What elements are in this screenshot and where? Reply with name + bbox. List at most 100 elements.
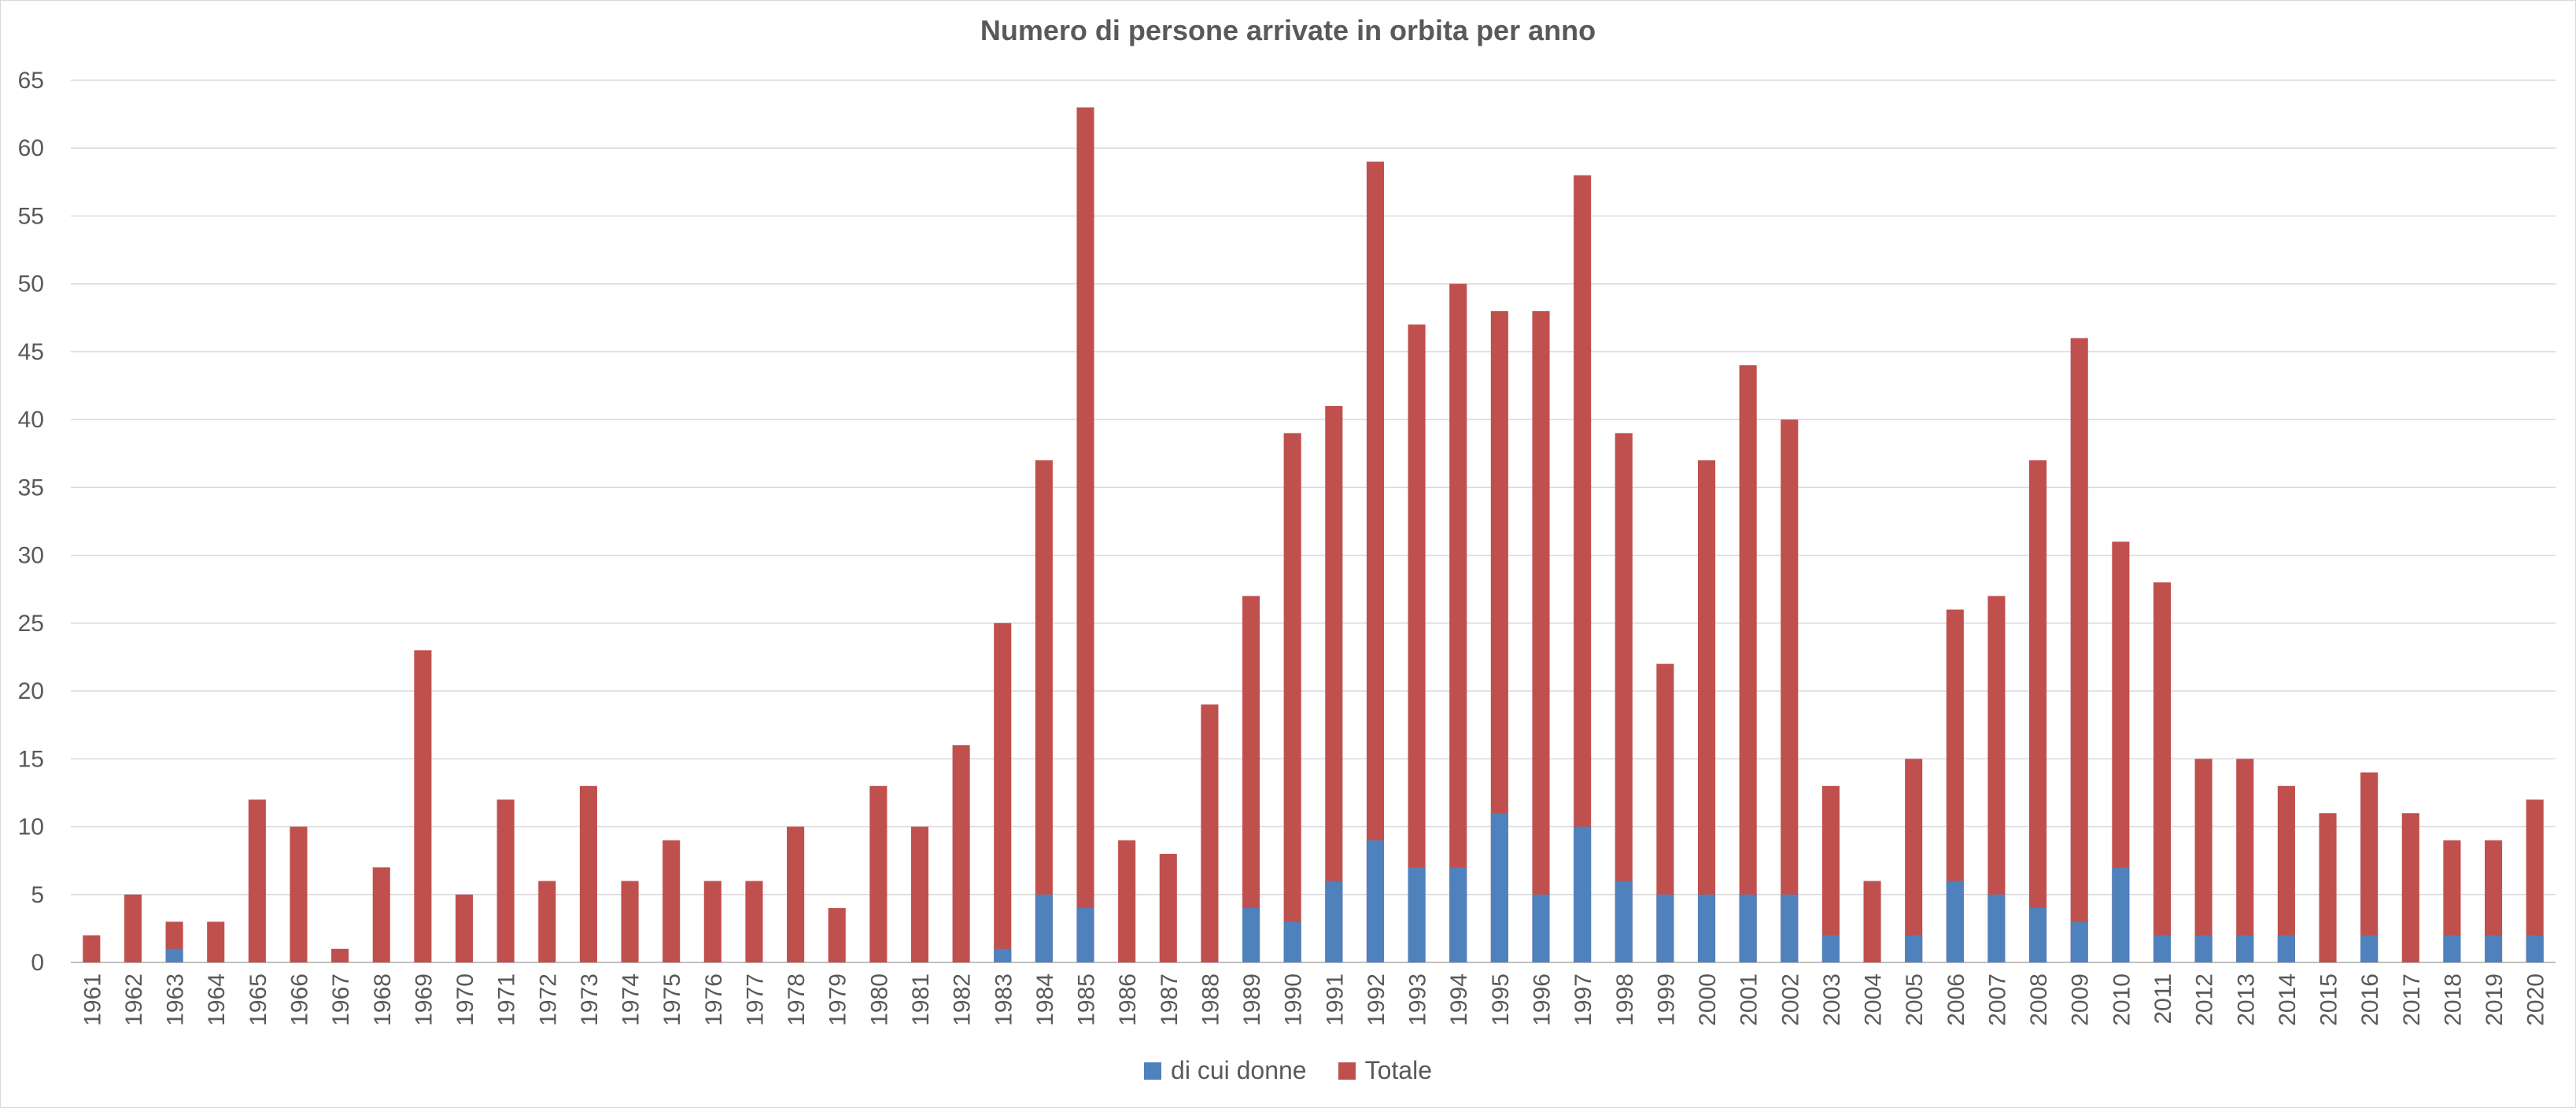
bar-total-1985	[1076, 107, 1094, 962]
bar-women-1997	[1574, 826, 1592, 962]
x-tick-label: 1984	[1032, 973, 1058, 1026]
bar-total-1987	[1159, 854, 1177, 962]
x-tick-label: 1997	[1570, 973, 1596, 1026]
legend-label-total: Totale	[1364, 1056, 1432, 1084]
bar-women-1992	[1366, 840, 1385, 962]
bar-total-2002	[1781, 419, 1799, 962]
bar-total-1995	[1490, 311, 1508, 963]
y-tick-label: 40	[18, 407, 44, 433]
bar-total-1966	[290, 826, 308, 962]
y-axis-ticks: 0 5 10 15 20 25 30 35 40 45 50 55 60 65	[18, 68, 44, 976]
bar-total-1988	[1201, 704, 1219, 962]
x-tick-label: 1983	[991, 973, 1017, 1026]
x-tick-label: 2009	[2068, 973, 2094, 1026]
bar-total-1978	[787, 826, 805, 962]
bar-total-1997	[1574, 175, 1592, 962]
legend-item-women: di cui donne	[1144, 1056, 1307, 1085]
x-tick-label: 1978	[784, 973, 810, 1026]
x-tick-label: 1998	[1612, 973, 1638, 1026]
bar-total-1998	[1615, 433, 1633, 962]
x-tick-label: 2015	[2316, 973, 2342, 1026]
y-tick-label: 15	[18, 746, 44, 772]
x-tick-label: 1999	[1653, 973, 1679, 1026]
x-tick-label: 1968	[370, 973, 396, 1026]
x-tick-label: 2016	[2357, 973, 2383, 1026]
bar-women-2014	[2277, 935, 2295, 962]
bar-women-2016	[2360, 935, 2379, 962]
bar-total-1979	[828, 908, 846, 962]
bar-total-2020	[2526, 800, 2544, 962]
x-tick-label: 1975	[659, 973, 685, 1026]
bar-total-1975	[662, 840, 681, 962]
y-tick-label: 25	[18, 611, 44, 637]
x-tick-label: 2010	[2109, 973, 2135, 1026]
bar-women-2019	[2484, 935, 2503, 962]
bar-women-2012	[2194, 935, 2212, 962]
bar-total-2019	[2484, 840, 2503, 962]
x-tick-label: 2018	[2440, 973, 2466, 1026]
x-tick-label: 1976	[701, 973, 727, 1026]
x-tick-label: 1961	[79, 973, 105, 1026]
bar-total-1983	[994, 622, 1012, 962]
x-tick-label: 2001	[1736, 973, 1762, 1026]
bar-total-1970	[455, 894, 474, 962]
x-tick-label: 2014	[2275, 973, 2301, 1026]
bar-women-2010	[2112, 867, 2130, 962]
bar-total-1990	[1283, 433, 1301, 962]
x-tick-label: 1995	[1488, 973, 1514, 1026]
bar-women-2018	[2443, 935, 2461, 962]
bar-total-1964	[207, 921, 225, 962]
bar-total-2018	[2443, 840, 2461, 962]
x-tick-label: 1973	[577, 973, 603, 1026]
bar-total-2014	[2277, 785, 2295, 962]
x-tick-label: 1987	[1157, 973, 1183, 1026]
x-tick-label: 1981	[908, 973, 934, 1026]
bar-total-1991	[1325, 405, 1343, 962]
x-tick-label: 1963	[163, 973, 189, 1026]
bar-women-1984	[1035, 894, 1053, 962]
x-tick-label: 1988	[1198, 973, 1223, 1026]
bar-total-2005	[1905, 759, 1923, 962]
legend-swatch-women	[1144, 1062, 1162, 1080]
bar-total-2001	[1739, 365, 1757, 963]
bar-women-2005	[1905, 935, 1923, 962]
x-tick-label: 2008	[2026, 973, 2052, 1026]
bar-total-2009	[2070, 338, 2088, 963]
bar-women-1985	[1076, 908, 1094, 962]
y-tick-label: 45	[18, 339, 44, 365]
x-tick-label: 1962	[121, 973, 147, 1026]
x-tick-label: 2006	[1943, 973, 1969, 1026]
x-tick-label: 2005	[1902, 973, 1928, 1026]
x-tick-label: 2003	[1819, 973, 1845, 1026]
bar-total-1992	[1366, 161, 1385, 962]
y-tick-label: 35	[18, 475, 44, 500]
bar-total-1981	[910, 826, 929, 962]
x-tick-label: 1980	[866, 973, 892, 1026]
bar-women-1990	[1283, 921, 1301, 962]
bar-total-1967	[331, 948, 349, 962]
x-tick-label: 1986	[1115, 973, 1141, 1026]
bar-total-1971	[496, 800, 515, 962]
x-tick-label: 2012	[2192, 973, 2218, 1026]
bar-women-1995	[1490, 813, 1508, 962]
x-tick-label: 2020	[2523, 973, 2549, 1026]
x-axis-ticks: 1961 1962 1963 1964 1965 1966 1967 1968 1969 1970…	[79, 973, 2548, 1026]
x-tick-label: 1994	[1446, 973, 1472, 1026]
bar-total-1965	[248, 800, 266, 962]
y-tick-label: 20	[18, 678, 44, 704]
bar-total-2003	[1821, 785, 1840, 962]
bar-total-1989	[1242, 596, 1260, 962]
bar-total-2004	[1863, 881, 1881, 962]
x-tick-label: 1990	[1281, 973, 1307, 1026]
bar-total-1974	[621, 881, 639, 962]
x-tick-label: 2011	[2150, 973, 2176, 1025]
bar-total-1984	[1035, 460, 1053, 962]
bar-total-1972	[538, 881, 556, 962]
legend-swatch-total	[1338, 1062, 1356, 1080]
bar-total-1961	[83, 935, 101, 962]
bar-total-2008	[2029, 460, 2047, 962]
bar-women-1998	[1615, 881, 1633, 962]
bar-women-1963	[165, 948, 183, 962]
x-tick-label: 1996	[1529, 973, 1555, 1026]
